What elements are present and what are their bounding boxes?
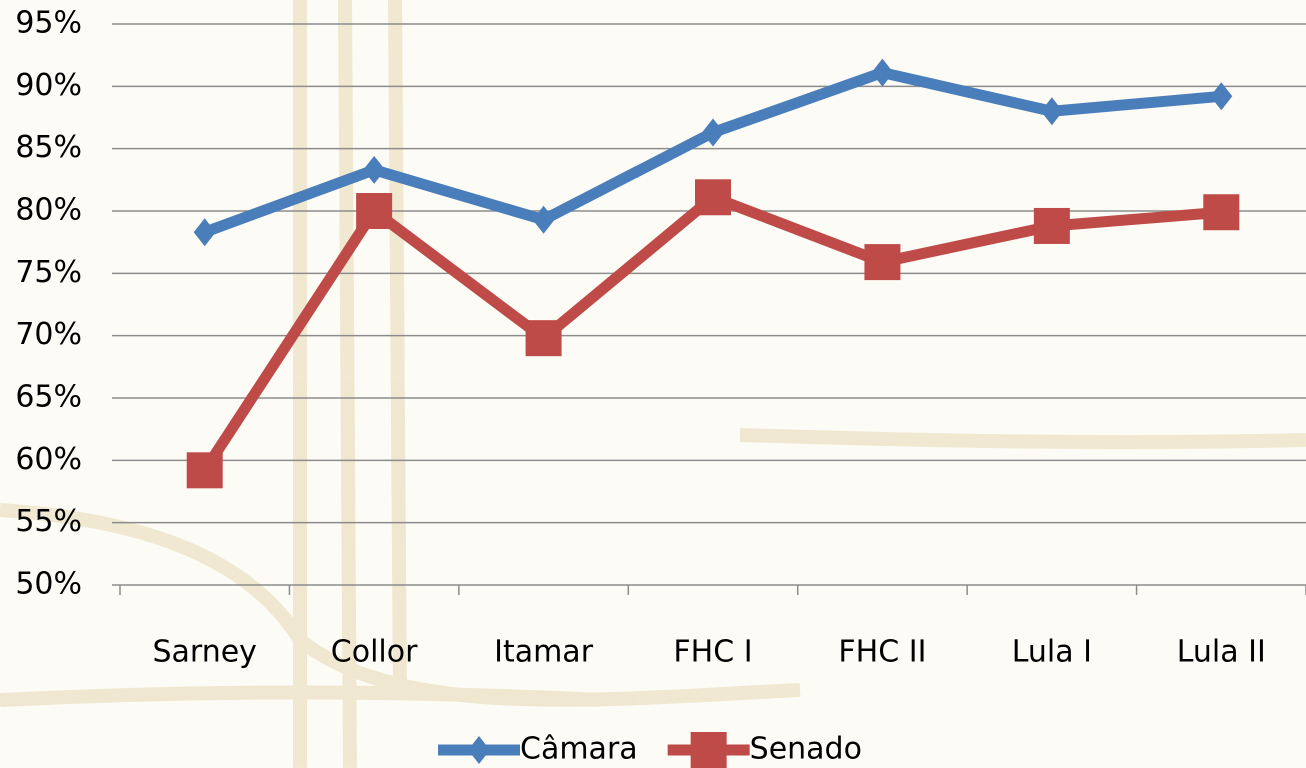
legend-label: Senado	[750, 732, 862, 767]
y-tick-label: 60%	[15, 442, 82, 477]
y-tick-label: 75%	[15, 255, 82, 290]
legend-marker	[468, 736, 490, 764]
y-tick-label: 80%	[15, 193, 82, 228]
point	[356, 193, 392, 229]
x-tick-label: Sarney	[152, 635, 256, 670]
y-tick-label: 55%	[15, 504, 82, 539]
y-tick-label: 95%	[15, 6, 82, 41]
y-tick-label: 50%	[15, 567, 82, 602]
x-tick-label: Lula II	[1177, 635, 1266, 670]
point	[695, 179, 731, 215]
y-tick-label: 90%	[15, 68, 82, 103]
point	[1041, 97, 1063, 125]
point	[363, 156, 385, 184]
x-tick-label: Lula I	[1012, 635, 1092, 670]
legend-item: Senado	[668, 732, 862, 768]
x-tick-label: Itamar	[494, 635, 594, 670]
point	[194, 218, 216, 246]
y-tick-label: 65%	[15, 380, 82, 415]
legend-marker	[691, 732, 727, 768]
chart: 50% 55% 60% 65% 70% 75% 80% 85% 90% 95% Sarney Coll…	[0, 0, 1306, 768]
point	[1203, 194, 1239, 230]
legend-item: Câmara	[438, 732, 638, 767]
x-tick-label: FHC II	[838, 635, 926, 670]
point	[526, 320, 562, 356]
point	[871, 59, 893, 87]
point	[187, 452, 223, 488]
x-tick-label: Collor	[331, 635, 418, 670]
page: 50% 55% 60% 65% 70% 75% 80% 85% 90% 95% Sarney Coll…	[0, 0, 1306, 768]
point	[864, 244, 900, 280]
x-tick-label: FHC I	[673, 635, 752, 670]
point	[1034, 208, 1070, 244]
y-tick-label: 70%	[15, 317, 82, 352]
legend-label: Câmara	[520, 732, 638, 767]
y-tick-label: 85%	[15, 130, 82, 165]
